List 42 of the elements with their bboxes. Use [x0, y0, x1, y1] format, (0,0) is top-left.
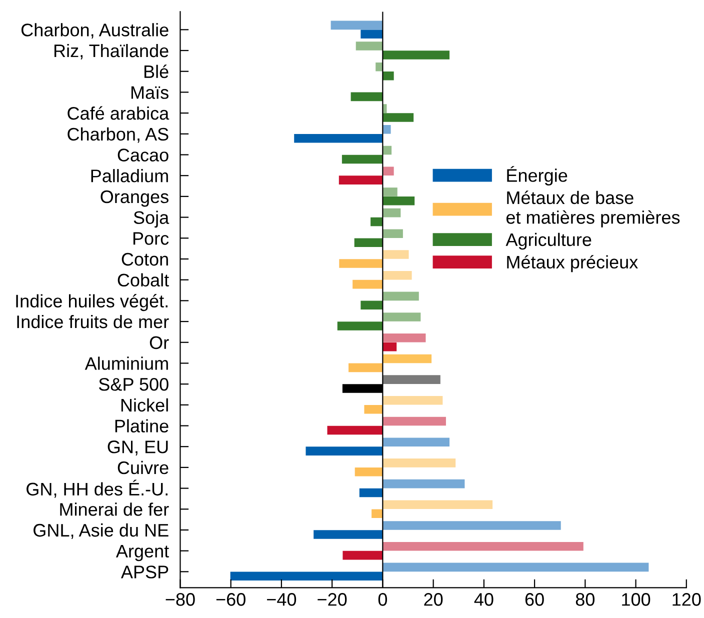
y-tick-label: Or — [150, 336, 169, 350]
x-tick-label: 120 — [672, 593, 701, 606]
y-tick-label: Cacao — [118, 148, 168, 162]
y-tick-label: GN, EU — [108, 440, 168, 456]
y-tick-label: Platine — [115, 419, 168, 432]
y-tick-label: Charbon, AS — [68, 127, 168, 143]
x-tick-label: 40 — [474, 593, 494, 606]
y-tick-label: Riz, Thaïlande — [54, 44, 168, 60]
x-tick-label: 80 — [576, 593, 594, 606]
y-tick-label: APSP — [120, 566, 168, 578]
x-tick-label: 20 — [424, 593, 443, 606]
y-tick-label: Nickel — [121, 398, 168, 412]
y-tick-label: Minerai de fer — [60, 502, 169, 516]
y-tick-label: Palladium — [91, 169, 168, 182]
y-tick-label: Maïs — [131, 86, 168, 99]
y-tick-label: Charbon, Australie — [21, 23, 168, 39]
legend-label: Énergie — [507, 166, 568, 186]
y-tick-label: Cobalt — [118, 273, 169, 287]
y-tick-label: Indice fruits de mer — [17, 314, 169, 328]
y-tick-label: Café arabica — [68, 106, 170, 120]
y-tick-label: Soja — [134, 210, 170, 228]
legend-label: Métaux précieux — [507, 255, 638, 272]
y-tick-label: Argent — [116, 544, 169, 562]
y-tick-label: Coton — [122, 252, 168, 266]
y-tick-label: GNL, Asie du NE — [34, 523, 168, 539]
x-tick-label: −20 — [318, 593, 347, 606]
y-tick-label: Aluminium — [84, 356, 168, 370]
x-tick-label: −60 — [216, 593, 246, 606]
x-tick-label: −40 — [267, 593, 296, 606]
y-tick-label: Indice huiles végét. — [16, 294, 168, 312]
x-tick-label: −80 — [166, 593, 195, 606]
legend-label: Métaux de base et matières premières — [506, 190, 680, 228]
y-tick-label: Cuivre — [118, 460, 168, 474]
y-tick-label: Oranges — [100, 190, 168, 207]
y-tick-label: GN, HH des É.-U. — [26, 480, 168, 498]
legend-label: Agriculture — [506, 232, 592, 250]
x-tick-label: 0 — [378, 593, 388, 606]
y-tick-label: Porc — [133, 232, 169, 245]
y-tick-label: S&P 500 — [98, 378, 168, 391]
x-tick-label: 60 — [525, 593, 544, 606]
x-tick-label: 100 — [622, 593, 650, 606]
y-tick-label: Blé — [144, 64, 168, 78]
